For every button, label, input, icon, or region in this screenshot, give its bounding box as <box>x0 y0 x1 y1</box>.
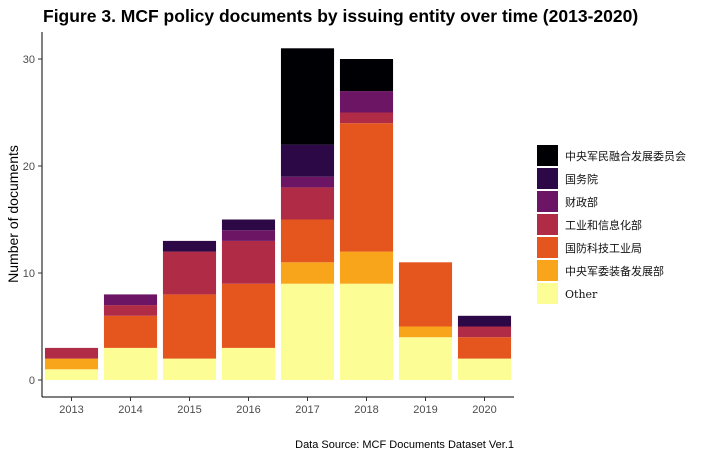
bar-2013-series-3 <box>44 347 99 359</box>
bar-2015-series-3 <box>162 251 217 295</box>
bar-2018-series-6 <box>339 59 394 92</box>
legend: 中央军民融合发展委员会国务院财政部工业和信息化部国防科技工业局中央军委装备发展部… <box>537 145 686 304</box>
bar-2014-series-3 <box>103 305 158 316</box>
legend-swatch-5 <box>537 260 558 281</box>
bar-2017-series-1 <box>280 262 335 284</box>
x-tick-label: 2017 <box>295 404 319 416</box>
bar-2019-series-2 <box>398 262 453 327</box>
x-tick-label: 2016 <box>236 404 260 416</box>
bar-2013-series-0 <box>44 369 99 380</box>
x-tick-label: 2019 <box>413 404 437 416</box>
bar-2016-series-3 <box>221 240 276 284</box>
legend-label-6: Other <box>565 288 598 301</box>
x-tick-label: 2015 <box>177 404 201 416</box>
bar-2017-series-6 <box>280 48 335 145</box>
bars-layer <box>44 48 512 380</box>
bar-2016-series-0 <box>221 347 276 380</box>
axes-layer: 0 10 20 30 2013 2014 2015 2016 2017 2018 2019 2020 <box>23 32 514 416</box>
legend-label-5: 中央军委装备发展部 <box>565 264 664 278</box>
legend-label-1: 国务院 <box>565 172 598 186</box>
x-tick-label: 2014 <box>118 404 142 416</box>
legend-label-3: 工业和信息化部 <box>565 218 642 232</box>
bar-2015-series-2 <box>162 294 217 359</box>
bar-2018-series-4 <box>339 91 394 113</box>
bar-2017-series-4 <box>280 176 335 188</box>
legend-label-4: 国防科技工业局 <box>565 241 642 255</box>
y-tick-label: 20 <box>23 161 35 173</box>
x-tick-label: 2013 <box>59 404 83 416</box>
bar-2020-series-5 <box>457 315 512 327</box>
legend-swatch-2 <box>537 191 558 212</box>
bar-2017-series-5 <box>280 144 335 177</box>
bar-2018-series-1 <box>339 251 394 284</box>
bar-2020-series-2 <box>457 337 512 359</box>
bar-2014-series-4 <box>103 294 158 306</box>
legend-swatch-4 <box>537 237 558 258</box>
y-tick-label: 0 <box>29 375 35 387</box>
legend-swatch-3 <box>537 214 558 235</box>
bar-2013-series-1 <box>44 358 99 370</box>
bar-2016-series-4 <box>221 230 276 241</box>
chart-title: Figure 3. MCF policy documents by issuin… <box>43 6 638 26</box>
bar-2015-series-5 <box>162 240 217 252</box>
bar-2017-series-0 <box>280 283 335 380</box>
y-tick-label: 10 <box>23 268 35 280</box>
bar-2014-series-2 <box>103 315 158 348</box>
x-tick-label: 2018 <box>354 404 378 416</box>
bar-2018-series-3 <box>339 112 394 124</box>
bar-2015-series-0 <box>162 358 217 380</box>
bar-2019-series-1 <box>398 326 453 338</box>
bar-2016-series-5 <box>221 219 276 231</box>
caption: Data Source: MCF Documents Dataset Ver.1 <box>295 439 514 451</box>
bar-2020-series-0 <box>457 358 512 380</box>
legend-label-2: 财政部 <box>565 195 598 209</box>
legend-swatch-0 <box>537 145 558 166</box>
y-tick-label: 30 <box>23 54 35 66</box>
bar-2016-series-2 <box>221 283 276 348</box>
bar-2018-series-2 <box>339 123 394 252</box>
bar-2014-series-0 <box>103 347 158 380</box>
bar-2018-series-0 <box>339 283 394 380</box>
legend-swatch-1 <box>537 168 558 189</box>
bar-2017-series-3 <box>280 187 335 220</box>
y-axis-title: Number of documents <box>5 145 21 283</box>
x-tick-label: 2020 <box>472 404 496 416</box>
bar-2020-series-3 <box>457 326 512 338</box>
bar-2019-series-0 <box>398 337 453 380</box>
legend-label-0: 中央军民融合发展委员会 <box>565 149 686 163</box>
legend-swatch-6 <box>537 283 558 304</box>
bar-2017-series-2 <box>280 219 335 263</box>
